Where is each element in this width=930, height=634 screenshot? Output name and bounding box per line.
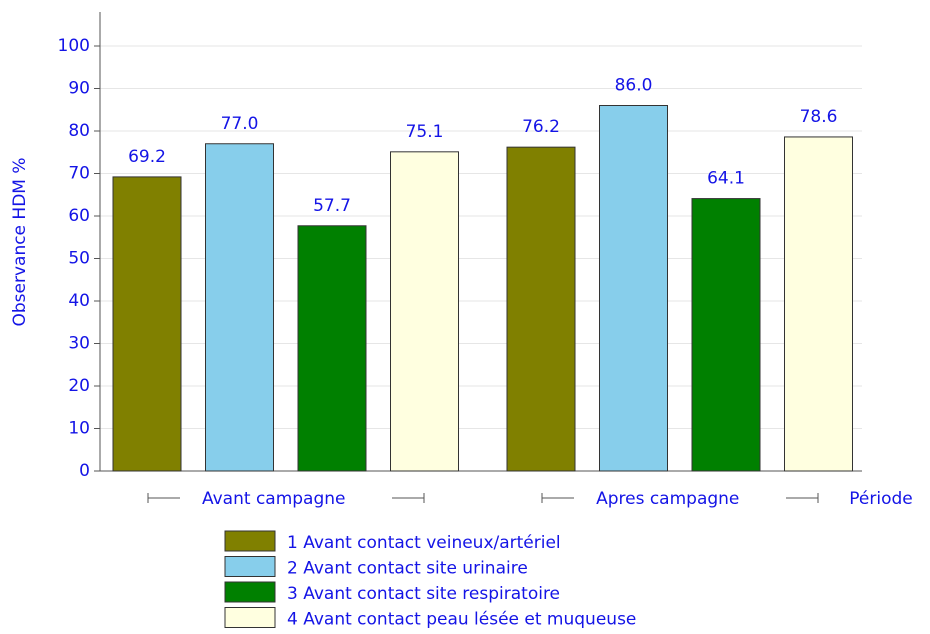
y-tick-label: 90 (68, 79, 90, 99)
y-tick-label: 0 (79, 461, 90, 481)
y-tick-label: 80 (68, 121, 90, 141)
bar (506, 146, 576, 472)
legend-label: 2 Avant contact site urinaire (287, 559, 528, 579)
bar (691, 198, 761, 472)
x-axis-label: Période (849, 489, 912, 509)
y-tick-label: 20 (68, 376, 90, 396)
group-brackets (147, 493, 819, 503)
x-tick-label: Apres campagne (596, 489, 739, 509)
y-tick-label: 100 (58, 36, 90, 56)
bar (297, 225, 367, 472)
value-label: 64.1 (707, 169, 745, 189)
bar (205, 143, 274, 472)
legend-swatch (224, 556, 276, 577)
legend-swatch (224, 607, 276, 628)
y-tick-label: 60 (68, 206, 90, 226)
bar (112, 176, 182, 472)
value-label: 69.2 (128, 147, 166, 167)
y-tick-label: 30 (68, 334, 90, 354)
y-axis-label: Observance HDM % (10, 157, 30, 326)
value-label: 76.2 (522, 117, 560, 137)
legend-label: 1 Avant contact veineux/artériel (287, 533, 561, 553)
bar (599, 105, 668, 472)
legend-swatch (224, 530, 276, 552)
value-label: 86.0 (615, 76, 653, 96)
legend-swatch (224, 581, 276, 603)
bar (390, 151, 459, 472)
x-tick-label: Avant campagne (202, 489, 346, 509)
value-label: 77.0 (221, 114, 259, 134)
y-tick-label: 40 (68, 291, 90, 311)
y-tick-label: 10 (68, 419, 90, 439)
y-tick-label: 50 (68, 249, 90, 269)
bar (784, 136, 853, 472)
value-label: 78.6 (800, 107, 838, 127)
legend-label: 4 Avant contact peau lésée et muqueuse (287, 610, 636, 630)
value-label: 75.1 (406, 122, 444, 142)
legend-label: 3 Avant contact site respiratoire (287, 584, 560, 604)
value-label: 57.7 (313, 196, 351, 216)
y-tick-label: 70 (68, 164, 90, 184)
